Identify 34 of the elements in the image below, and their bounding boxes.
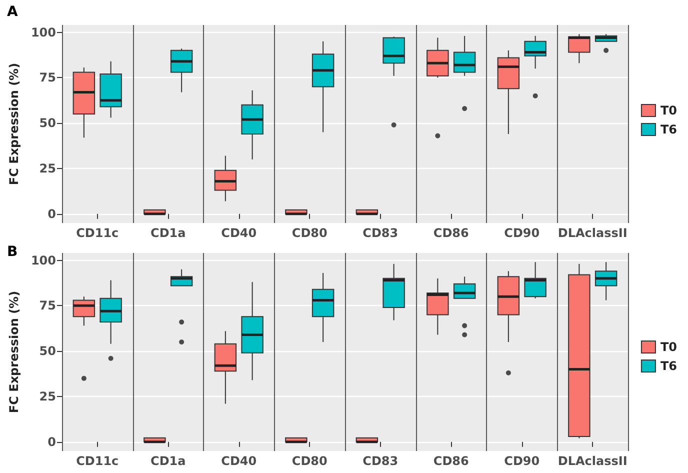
y-tick-label: 50 <box>39 116 56 130</box>
x-tick-label: CD40 <box>221 454 257 468</box>
y-tick-label: 0 <box>48 434 56 449</box>
y-tick-label: 50 <box>39 344 56 358</box>
x-tick-label: CD11c <box>76 454 119 468</box>
y-tick-label: 100 <box>30 253 56 268</box>
legend-label: T6 <box>660 359 678 373</box>
legend-label: T0 <box>660 104 678 118</box>
x-tick-label: CD80 <box>292 454 328 468</box>
x-tick-label: CD80 <box>292 226 328 240</box>
legend-label: T6 <box>660 122 678 136</box>
x-tick-label: DLAclassII <box>558 454 628 468</box>
y-tick-label: 100 <box>30 25 56 40</box>
x-tick-label: CD11c <box>76 226 119 240</box>
chart-title: B <box>7 244 18 260</box>
x-tick-label: CD1a <box>150 454 186 468</box>
y-axis-title: FC Expression (%) <box>7 62 22 186</box>
x-tick-label: DLAclassII <box>558 226 628 240</box>
y-tick-label: 25 <box>39 162 56 176</box>
y-axis-title: FC Expression (%) <box>7 290 22 414</box>
x-tick-label: CD1a <box>150 226 186 240</box>
y-tick-label: 0 <box>48 206 56 221</box>
x-tick-label: CD83 <box>362 454 398 468</box>
y-tick-label: 75 <box>39 298 56 313</box>
chart-title: A <box>7 4 18 20</box>
x-tick-label: CD86 <box>433 226 469 240</box>
x-tick-label: CD90 <box>504 454 540 468</box>
x-tick-label: CD40 <box>221 226 257 240</box>
x-tick-label: CD86 <box>433 454 469 468</box>
y-tick-label: 75 <box>39 70 56 85</box>
legend-label: T0 <box>660 340 678 354</box>
x-tick-label: CD90 <box>504 226 540 240</box>
x-tick-label: CD83 <box>362 226 398 240</box>
y-tick-label: 25 <box>39 390 56 404</box>
